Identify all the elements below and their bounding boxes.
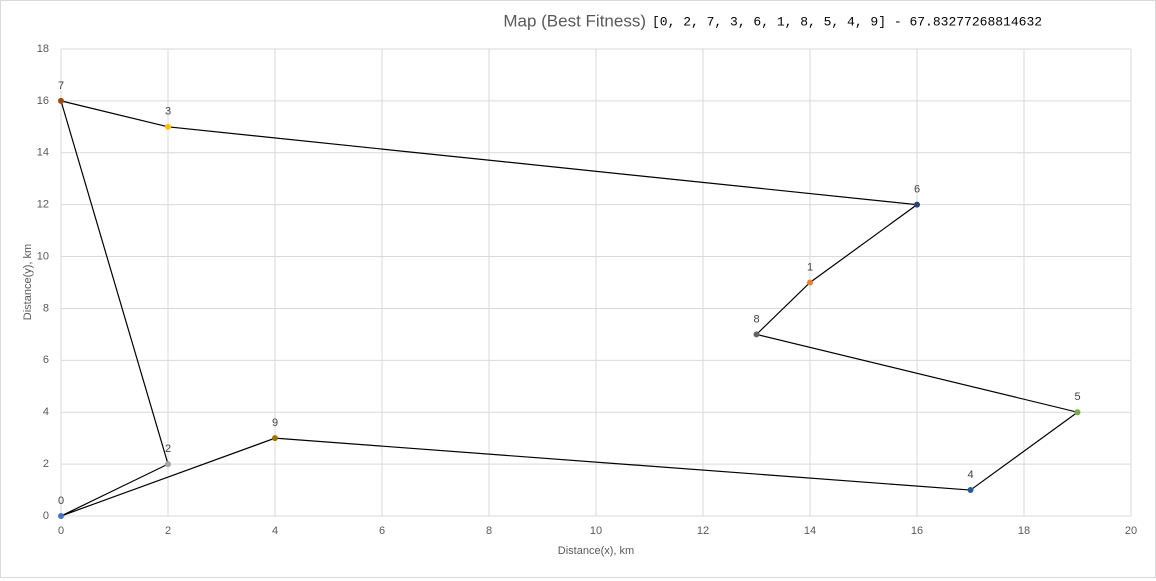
x-tick-label: 6 (379, 525, 385, 537)
point-label: 2 (165, 443, 171, 455)
point-label: 9 (272, 417, 278, 429)
point-label: 6 (914, 184, 920, 196)
x-tick-label: 12 (697, 525, 709, 537)
x-tick-label: 16 (911, 525, 923, 537)
point-label: 3 (165, 106, 171, 118)
x-tick-label: 18 (1018, 525, 1030, 537)
chart-title: Map (Best Fitness) (503, 11, 646, 30)
y-tick-label: 16 (37, 95, 49, 107)
point-label: 1 (807, 261, 813, 273)
x-axis-label: Distance(x), km (558, 545, 634, 557)
y-tick-label: 12 (37, 199, 49, 211)
x-tick-label: 0 (58, 525, 64, 537)
route-label: [0, 2, 7, 3, 6, 1, 8, 5, 4, 9] - 67.8327… (652, 14, 1042, 29)
y-tick-label: 2 (43, 458, 49, 470)
y-axis-label: Distance(y), km (22, 244, 34, 320)
point (272, 435, 278, 442)
y-tick-label: 6 (43, 354, 49, 366)
point (58, 513, 64, 519)
y-tick-label: 4 (43, 406, 49, 418)
x-tick-label: 20 (1125, 525, 1137, 537)
point-label: 5 (1074, 391, 1080, 403)
x-tick-label: 2 (165, 525, 171, 537)
y-tick-label: 14 (37, 147, 49, 159)
point (914, 201, 920, 208)
point (58, 97, 64, 104)
y-tick-label: 8 (43, 302, 49, 314)
point (753, 331, 760, 338)
point (1074, 409, 1081, 416)
point (165, 461, 171, 468)
y-tick-label: 10 (37, 250, 49, 262)
point-label: 0 (58, 495, 64, 507)
point-label: 7 (58, 80, 64, 92)
point-label: 8 (753, 313, 759, 325)
point (967, 487, 974, 494)
point (807, 279, 813, 286)
point (165, 123, 171, 130)
point-label: 4 (967, 469, 973, 481)
x-tick-label: 10 (590, 525, 602, 537)
x-tick-label: 14 (804, 525, 816, 537)
y-tick-label: 18 (37, 43, 49, 55)
x-tick-label: 4 (272, 525, 278, 537)
x-tick-label: 8 (486, 525, 492, 537)
y-tick-label: 0 (43, 510, 49, 522)
grid (60, 48, 1132, 517)
